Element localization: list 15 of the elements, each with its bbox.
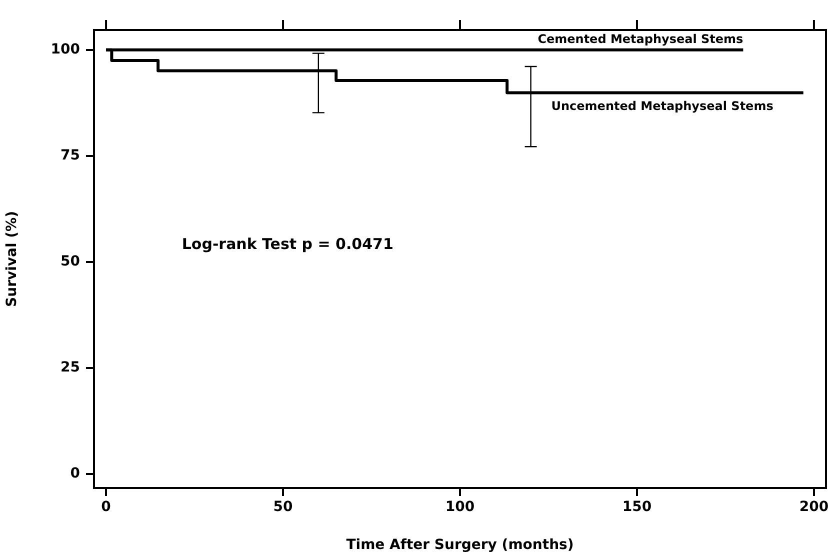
annotation: Log-rank Test p = 0.0471 <box>182 235 394 254</box>
y-tick-label: 100 <box>50 42 80 58</box>
legend-label: Cemented Metaphyseal Stems <box>538 32 744 46</box>
y-axis-title: Survival (%) <box>4 211 20 307</box>
y-tick-label: 0 <box>70 466 80 482</box>
x-tick-label: 0 <box>101 499 112 516</box>
x-tick-label: 150 <box>622 499 652 516</box>
y-tick-label: 25 <box>60 360 80 376</box>
series-label: Uncemented Metaphyseal Stems <box>551 98 774 113</box>
x-axis-title: Time After Surgery (months) <box>346 537 574 554</box>
x-tick-label: 200 <box>799 499 829 516</box>
y-tick-label: 50 <box>60 254 80 270</box>
x-tick-label: 50 <box>273 499 294 516</box>
y-tick-label: 75 <box>60 148 80 164</box>
x-tick-label: 100 <box>445 499 475 516</box>
